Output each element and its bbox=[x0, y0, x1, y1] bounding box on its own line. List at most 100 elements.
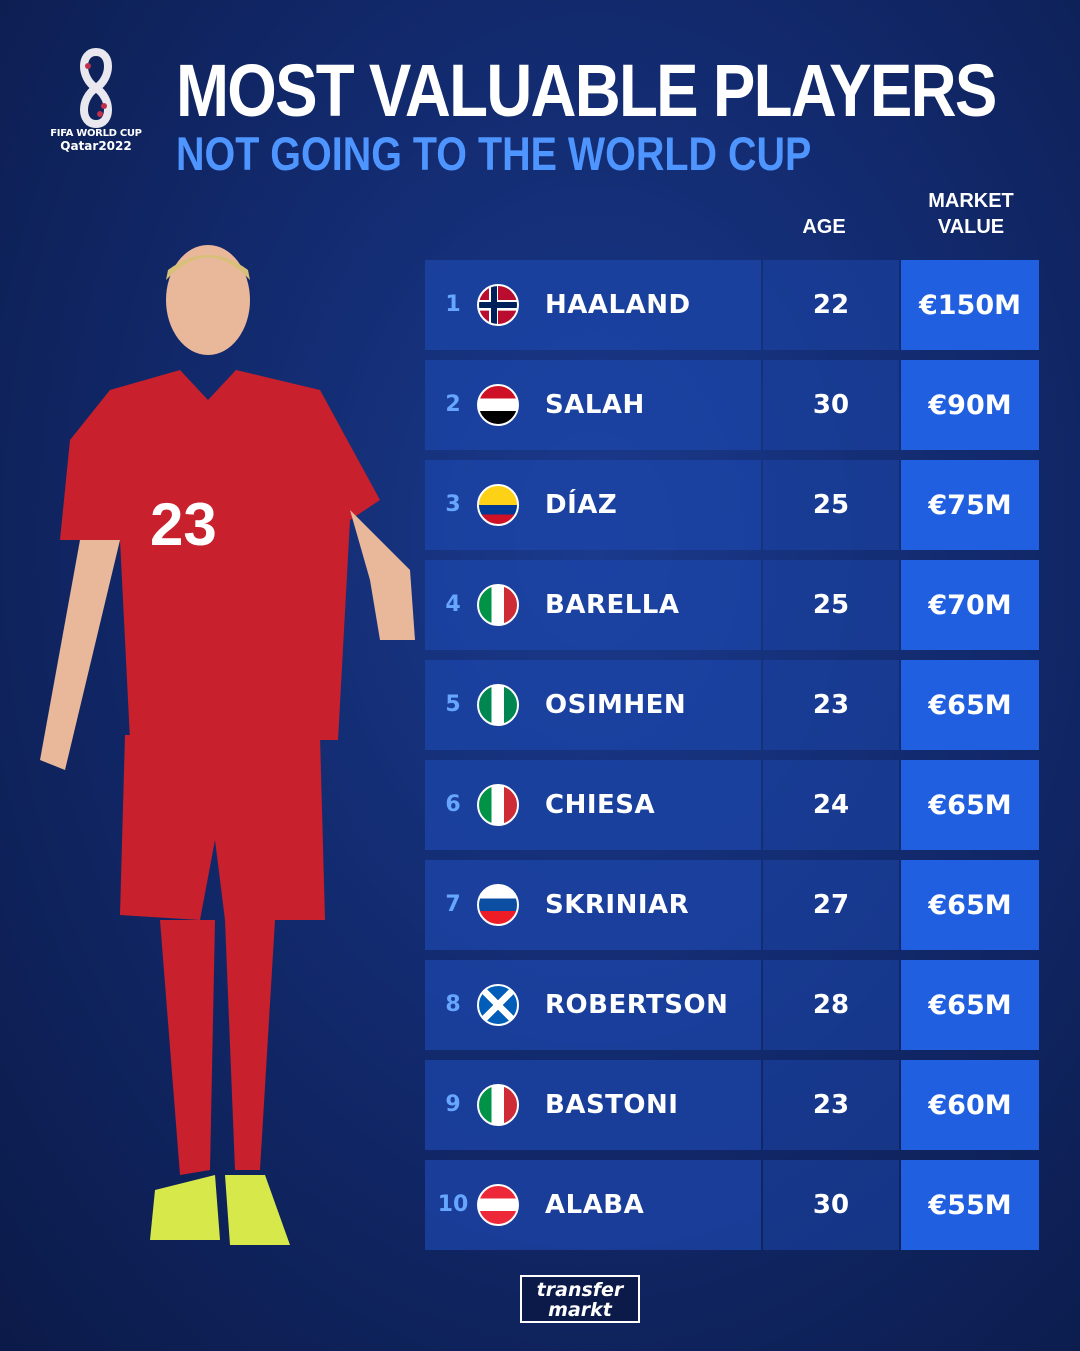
age-cell: 25 bbox=[763, 560, 899, 650]
trophy-emblem-icon bbox=[80, 48, 112, 128]
player-cell: 10 ALABA bbox=[425, 1160, 761, 1250]
rank: 10 bbox=[437, 1192, 469, 1217]
age-cell: 22 bbox=[763, 260, 899, 350]
value-cell: €65M bbox=[901, 860, 1039, 950]
value-cell: €65M bbox=[901, 960, 1039, 1050]
table-row: 4 BARELLA 25 €70M bbox=[425, 560, 1039, 650]
nigeria-flag-icon bbox=[477, 684, 519, 726]
logo-text-line1: FIFA WORLD CUP bbox=[50, 128, 142, 139]
austria-flag-icon bbox=[477, 1184, 519, 1226]
player-age: 27 bbox=[812, 890, 850, 920]
rank: 9 bbox=[445, 1092, 461, 1117]
player-name: HAALAND bbox=[545, 290, 691, 320]
value-cell: €75M bbox=[901, 460, 1039, 550]
rank: 1 bbox=[445, 292, 461, 317]
world-cup-logo: FIFA WORLD CUP Qatar2022 bbox=[46, 48, 146, 153]
transfermarkt-logo: transfer markt bbox=[520, 1275, 640, 1323]
italy-flag-icon bbox=[477, 1084, 519, 1126]
market-value: €65M bbox=[928, 990, 1012, 1021]
slovakia-flag-icon bbox=[477, 884, 519, 926]
player-name: BARELLA bbox=[545, 590, 680, 620]
age-cell: 28 bbox=[763, 960, 899, 1050]
player-age: 24 bbox=[812, 790, 850, 820]
table-row: 2 SALAH 30 €90M bbox=[425, 360, 1039, 450]
norway-flag-icon bbox=[477, 284, 519, 326]
page-title: MOST VALUABLE PLAYERS bbox=[176, 49, 997, 132]
table-row: 3 DÍAZ 25 €75M bbox=[425, 460, 1039, 550]
player-cell: 8 ROBERTSON bbox=[425, 960, 761, 1050]
player-age: 23 bbox=[812, 690, 850, 720]
egypt-flag-icon bbox=[477, 384, 519, 426]
colombia-flag-icon bbox=[477, 484, 519, 526]
rank: 8 bbox=[445, 992, 461, 1017]
player-name: OSIMHEN bbox=[545, 690, 687, 720]
age-cell: 23 bbox=[763, 660, 899, 750]
player-name: SKRINIAR bbox=[545, 890, 690, 920]
age-cell: 23 bbox=[763, 1060, 899, 1150]
market-value: €65M bbox=[928, 890, 1012, 921]
player-cell: 5 OSIMHEN bbox=[425, 660, 761, 750]
player-age: 25 bbox=[812, 590, 850, 620]
market-value: €90M bbox=[928, 390, 1012, 421]
age-cell: 24 bbox=[763, 760, 899, 850]
page-subtitle: NOT GOING TO THE WORLD CUP bbox=[176, 127, 812, 180]
age-header: AGE bbox=[802, 216, 846, 238]
table-row: 10 ALABA 30 €55M bbox=[425, 1160, 1039, 1250]
player-photo: 23 bbox=[40, 245, 415, 1245]
player-age: 28 bbox=[812, 990, 850, 1020]
market-value: €60M bbox=[928, 1090, 1012, 1121]
player-cell: 4 BARELLA bbox=[425, 560, 761, 650]
scotland-flag-icon bbox=[477, 984, 519, 1026]
player-name: ALABA bbox=[545, 1190, 645, 1220]
svg-text:23: 23 bbox=[150, 491, 217, 558]
rank: 2 bbox=[445, 392, 461, 417]
table-row: 7 SKRINIAR 27 €65M bbox=[425, 860, 1039, 950]
player-age: 30 bbox=[812, 1190, 850, 1220]
market-value: €70M bbox=[928, 590, 1012, 621]
italy-flag-icon bbox=[477, 584, 519, 626]
value-cell: €65M bbox=[901, 660, 1039, 750]
logo-text-line2: Qatar2022 bbox=[60, 139, 132, 153]
player-name: CHIESA bbox=[545, 790, 656, 820]
market-value: €55M bbox=[928, 1190, 1012, 1221]
table-row: 8 ROBERTSON 28 €65M bbox=[425, 960, 1039, 1050]
market-value-header-line2: VALUE bbox=[937, 216, 1005, 238]
player-name: DÍAZ bbox=[545, 490, 618, 520]
market-value: €65M bbox=[928, 790, 1012, 821]
value-cell: €150M bbox=[901, 260, 1039, 350]
table-row: 9 BASTONI 23 €60M bbox=[425, 1060, 1039, 1150]
player-cell: 1 HAALAND bbox=[425, 260, 761, 350]
rank: 7 bbox=[445, 892, 461, 917]
player-name: ROBERTSON bbox=[545, 990, 729, 1020]
player-cell: 2 SALAH bbox=[425, 360, 761, 450]
market-value-header: MARKET VALUE bbox=[901, 188, 1041, 240]
brand-line2: markt bbox=[548, 1299, 612, 1321]
value-cell: €90M bbox=[901, 360, 1039, 450]
rank: 3 bbox=[445, 492, 461, 517]
player-cell: 6 CHIESA bbox=[425, 760, 761, 850]
player-age: 25 bbox=[812, 490, 850, 520]
player-cell: 3 DÍAZ bbox=[425, 460, 761, 550]
value-cell: €70M bbox=[901, 560, 1039, 650]
player-age: 23 bbox=[812, 1090, 850, 1120]
value-cell: €65M bbox=[901, 760, 1039, 850]
market-value: €75M bbox=[928, 490, 1012, 521]
age-cell: 30 bbox=[763, 1160, 899, 1250]
market-value: €65M bbox=[928, 690, 1012, 721]
market-value: €150M bbox=[918, 290, 1021, 321]
player-age: 30 bbox=[812, 390, 850, 420]
table-row: 6 CHIESA 24 €65M bbox=[425, 760, 1039, 850]
player-name: SALAH bbox=[545, 390, 645, 420]
value-cell: €55M bbox=[901, 1160, 1039, 1250]
rank: 5 bbox=[445, 692, 461, 717]
player-name: BASTONI bbox=[545, 1090, 679, 1120]
table-row: 1 HAALAND 22 €150M bbox=[425, 260, 1039, 350]
age-cell: 25 bbox=[763, 460, 899, 550]
italy-flag-icon bbox=[477, 784, 519, 826]
rank: 4 bbox=[445, 592, 461, 617]
player-cell: 9 BASTONI bbox=[425, 1060, 761, 1150]
age-cell: 30 bbox=[763, 360, 899, 450]
brand-line1: transfer bbox=[536, 1279, 624, 1301]
table-row: 5 OSIMHEN 23 €65M bbox=[425, 660, 1039, 750]
market-value-header-line1: MARKET bbox=[928, 190, 1014, 212]
